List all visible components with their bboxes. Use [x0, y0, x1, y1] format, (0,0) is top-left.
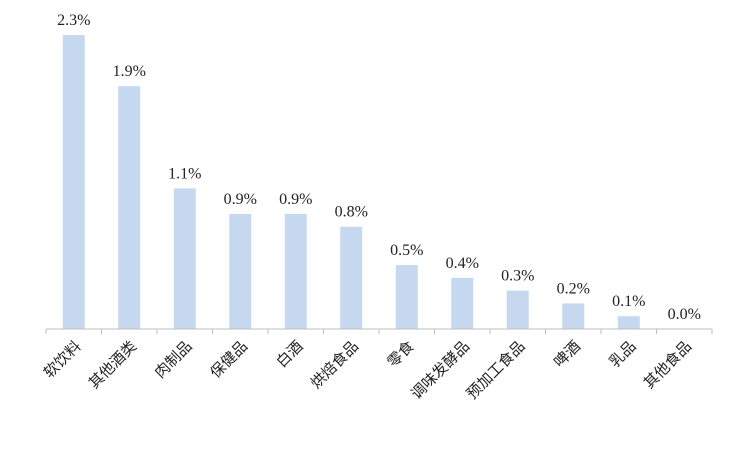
data-label: 0.9% — [224, 191, 257, 208]
category-label: 啤酒 — [550, 337, 584, 371]
bar — [562, 303, 585, 329]
data-label: 0.4% — [446, 255, 479, 272]
bar — [284, 213, 307, 329]
data-label: 0.2% — [557, 280, 590, 297]
category-label: 其他酒类 — [85, 337, 140, 392]
data-label: 1.1% — [168, 165, 201, 182]
data-label: 0.3% — [501, 268, 534, 285]
category-label: 保健品 — [207, 337, 252, 382]
data-label: 0.9% — [279, 191, 312, 208]
data-label: 0.8% — [335, 204, 368, 221]
category-label: 软饮料 — [40, 337, 85, 382]
category-label: 预加工食品 — [463, 337, 529, 403]
category-label: 其他食品 — [640, 337, 695, 392]
bar — [340, 226, 363, 329]
data-label: 0.5% — [390, 242, 423, 259]
bar — [173, 188, 196, 329]
bar — [62, 35, 85, 329]
bars-group — [62, 35, 640, 329]
category-label: 白酒 — [273, 337, 307, 371]
category-label: 烘焙食品 — [307, 337, 362, 392]
bar — [617, 316, 640, 329]
data-label: 2.3% — [57, 12, 90, 29]
bar — [229, 213, 252, 329]
category-label: 调味发酵品 — [407, 337, 473, 403]
category-label: 乳品 — [606, 337, 640, 371]
bar — [118, 86, 141, 329]
value-labels-group: 2.3% 1.9% 1.1% 0.9% 0.9% 0.8% 0.5% 0.4% 0.3% 0.2%… — [57, 12, 701, 323]
category-label: 零食 — [384, 337, 418, 371]
data-label: 1.9% — [113, 63, 146, 80]
data-label: 0.1% — [612, 293, 645, 310]
category-label: 肉制品 — [151, 337, 196, 382]
x-axis-ticks — [45, 329, 713, 334]
bar — [451, 277, 474, 329]
bar — [395, 265, 418, 329]
bar — [506, 290, 529, 329]
data-label: 0.0% — [668, 306, 701, 323]
